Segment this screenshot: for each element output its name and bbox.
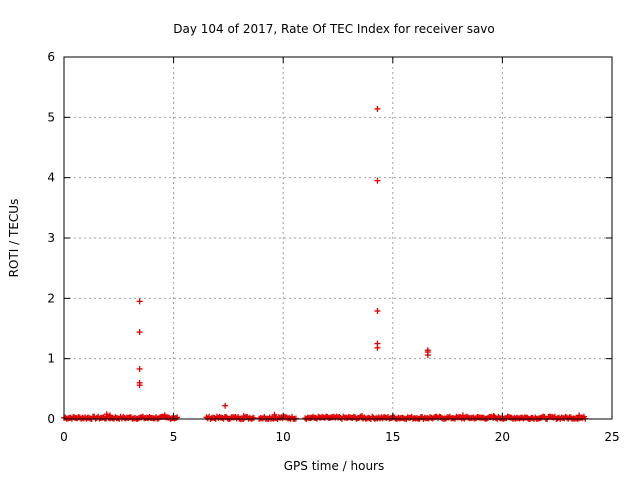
data-point: [374, 177, 381, 184]
y-tick-label: 6: [47, 50, 55, 64]
x-tick-label: 15: [385, 430, 400, 444]
data-point: [240, 412, 247, 419]
data-point: [459, 412, 466, 419]
y-tick-label: 3: [47, 231, 55, 245]
data-point: [359, 412, 366, 419]
data-point: [103, 411, 110, 418]
data-point: [374, 308, 381, 315]
y-tick-label: 5: [47, 110, 55, 124]
x-tick-label: 25: [604, 430, 619, 444]
y-tick-label: 2: [47, 291, 55, 305]
data-point: [576, 412, 583, 419]
y-tick-label: 1: [47, 352, 55, 366]
axis-ticks: 0 5 10 15 20 25 0 1 2 3 4 5 6: [47, 50, 619, 444]
x-tick-label: 5: [170, 430, 178, 444]
grid-layer: [64, 57, 612, 419]
data-point: [136, 329, 143, 336]
data-point-baseline: [250, 414, 257, 421]
y-axis-label: ROTI / TECUs: [7, 199, 21, 278]
data-point: [424, 352, 431, 359]
data-point: [374, 105, 381, 112]
x-tick-label: 10: [276, 430, 291, 444]
x-tick-label: 0: [60, 430, 68, 444]
x-tick-label: 20: [495, 430, 510, 444]
y-tick-label: 4: [47, 171, 55, 185]
data-point: [222, 402, 229, 409]
chart-title: Day 104 of 2017, Rate Of TEC Index for r…: [173, 22, 495, 36]
data-point: [161, 412, 168, 419]
data-points: [61, 105, 589, 422]
data-point: [136, 382, 143, 389]
data-point: [374, 344, 381, 351]
data-point: [271, 411, 278, 418]
data-point: [107, 412, 114, 419]
y-tick-label: 0: [47, 412, 55, 426]
data-point: [136, 365, 143, 372]
data-point: [136, 298, 143, 305]
x-axis-label: GPS time / hours: [284, 459, 385, 473]
data-point: [490, 412, 497, 419]
